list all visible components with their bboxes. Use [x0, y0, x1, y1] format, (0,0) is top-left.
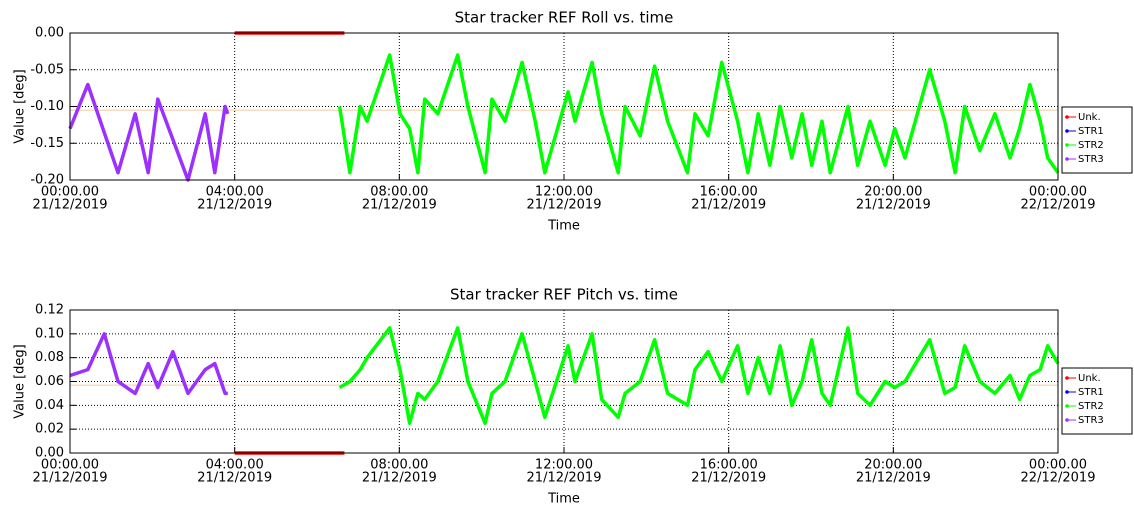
x-axis-label: Time — [547, 492, 580, 506]
legend-label: STR2 — [1078, 401, 1104, 412]
legend-marker — [1065, 390, 1069, 394]
legend-label: STR1 — [1078, 126, 1104, 137]
y-tick-label: 0.04 — [35, 398, 64, 413]
y-tick-label: -0.05 — [30, 62, 64, 77]
y-tick-label: 0.08 — [35, 350, 64, 365]
x-tick-label: 21/12/2019 — [33, 471, 108, 486]
series-line — [337, 53, 1060, 175]
legend-marker — [1065, 404, 1069, 408]
legend-label: STR2 — [1078, 140, 1104, 151]
y-axis-label: Value [deg] — [13, 69, 28, 143]
x-tick-label: 21/12/2019 — [856, 471, 931, 486]
x-tick-label: 20:00.00 — [864, 458, 922, 473]
legend-label: Unk. — [1078, 373, 1101, 384]
y-tick-label: 0.00 — [35, 26, 64, 41]
legend-marker — [1065, 376, 1069, 380]
legend-label: STR3 — [1078, 415, 1104, 426]
y-tick-label: -0.20 — [30, 173, 64, 188]
legend-marker — [1065, 157, 1069, 161]
chart-title: Star tracker REF Roll vs. time — [455, 9, 674, 27]
x-tick-label: 21/12/2019 — [527, 198, 602, 213]
x-tick-label: 21/12/2019 — [856, 198, 931, 213]
plot-frame — [69, 32, 1059, 181]
x-tick-label: 20:00.00 — [864, 185, 922, 200]
series-line — [68, 82, 230, 182]
x-tick-label: 08:00.00 — [370, 458, 428, 473]
legend-label: STR3 — [1078, 154, 1104, 165]
x-tick-label: 21/12/2019 — [691, 198, 766, 213]
x-tick-label: 22/12/2019 — [1021, 471, 1096, 486]
x-tick-label: 04:00.00 — [206, 185, 264, 200]
legend-box — [1061, 106, 1133, 174]
x-tick-label: 21/12/2019 — [362, 198, 437, 213]
y-tick-label: -0.15 — [30, 136, 64, 151]
x-tick-label: 16:00.00 — [700, 185, 758, 200]
legend-label: STR1 — [1078, 387, 1104, 398]
y-tick-label: 0.10 — [35, 326, 64, 341]
x-tick-label: 21/12/2019 — [197, 198, 272, 213]
y-tick-label: 0.00 — [35, 446, 64, 461]
series-line — [69, 332, 228, 396]
x-tick-label: 00:00.00 — [1029, 458, 1087, 473]
legend-marker — [1065, 143, 1069, 147]
x-tick-label: 21/12/2019 — [527, 471, 602, 486]
legend-label: Unk. — [1078, 112, 1101, 123]
x-tick-label: 21/12/2019 — [33, 198, 108, 213]
y-tick-label: 0.06 — [35, 374, 64, 389]
y-tick-label: -0.10 — [30, 99, 64, 114]
series-line — [338, 326, 1060, 425]
x-tick-label: 21/12/2019 — [691, 471, 766, 486]
legend-marker — [1065, 129, 1069, 133]
x-tick-label: 16:00.00 — [700, 458, 758, 473]
x-tick-label: 00:00.00 — [41, 185, 99, 200]
legend-marker — [1065, 418, 1069, 422]
x-tick-label: 12:00.00 — [535, 185, 593, 200]
y-tick-label: 0.02 — [35, 422, 64, 437]
x-tick-label: 04:00.00 — [206, 458, 264, 473]
chart-title: Star tracker REF Pitch vs. time — [450, 286, 678, 304]
x-tick-label: 12:00.00 — [535, 458, 593, 473]
y-tick-label: 0.12 — [35, 303, 64, 318]
plot-frame — [69, 309, 1059, 454]
x-axis-label: Time — [547, 219, 580, 234]
x-tick-label: 21/12/2019 — [197, 471, 272, 486]
x-tick-label: 08:00.00 — [370, 185, 428, 200]
legend-box — [1061, 367, 1133, 435]
x-tick-label: 22/12/2019 — [1021, 198, 1096, 213]
x-tick-label: 21/12/2019 — [362, 471, 437, 486]
x-tick-label: 00:00.00 — [41, 458, 99, 473]
legend-marker — [1065, 115, 1069, 119]
x-tick-label: 00:00.00 — [1029, 185, 1087, 200]
y-axis-label: Value [deg] — [13, 344, 28, 418]
